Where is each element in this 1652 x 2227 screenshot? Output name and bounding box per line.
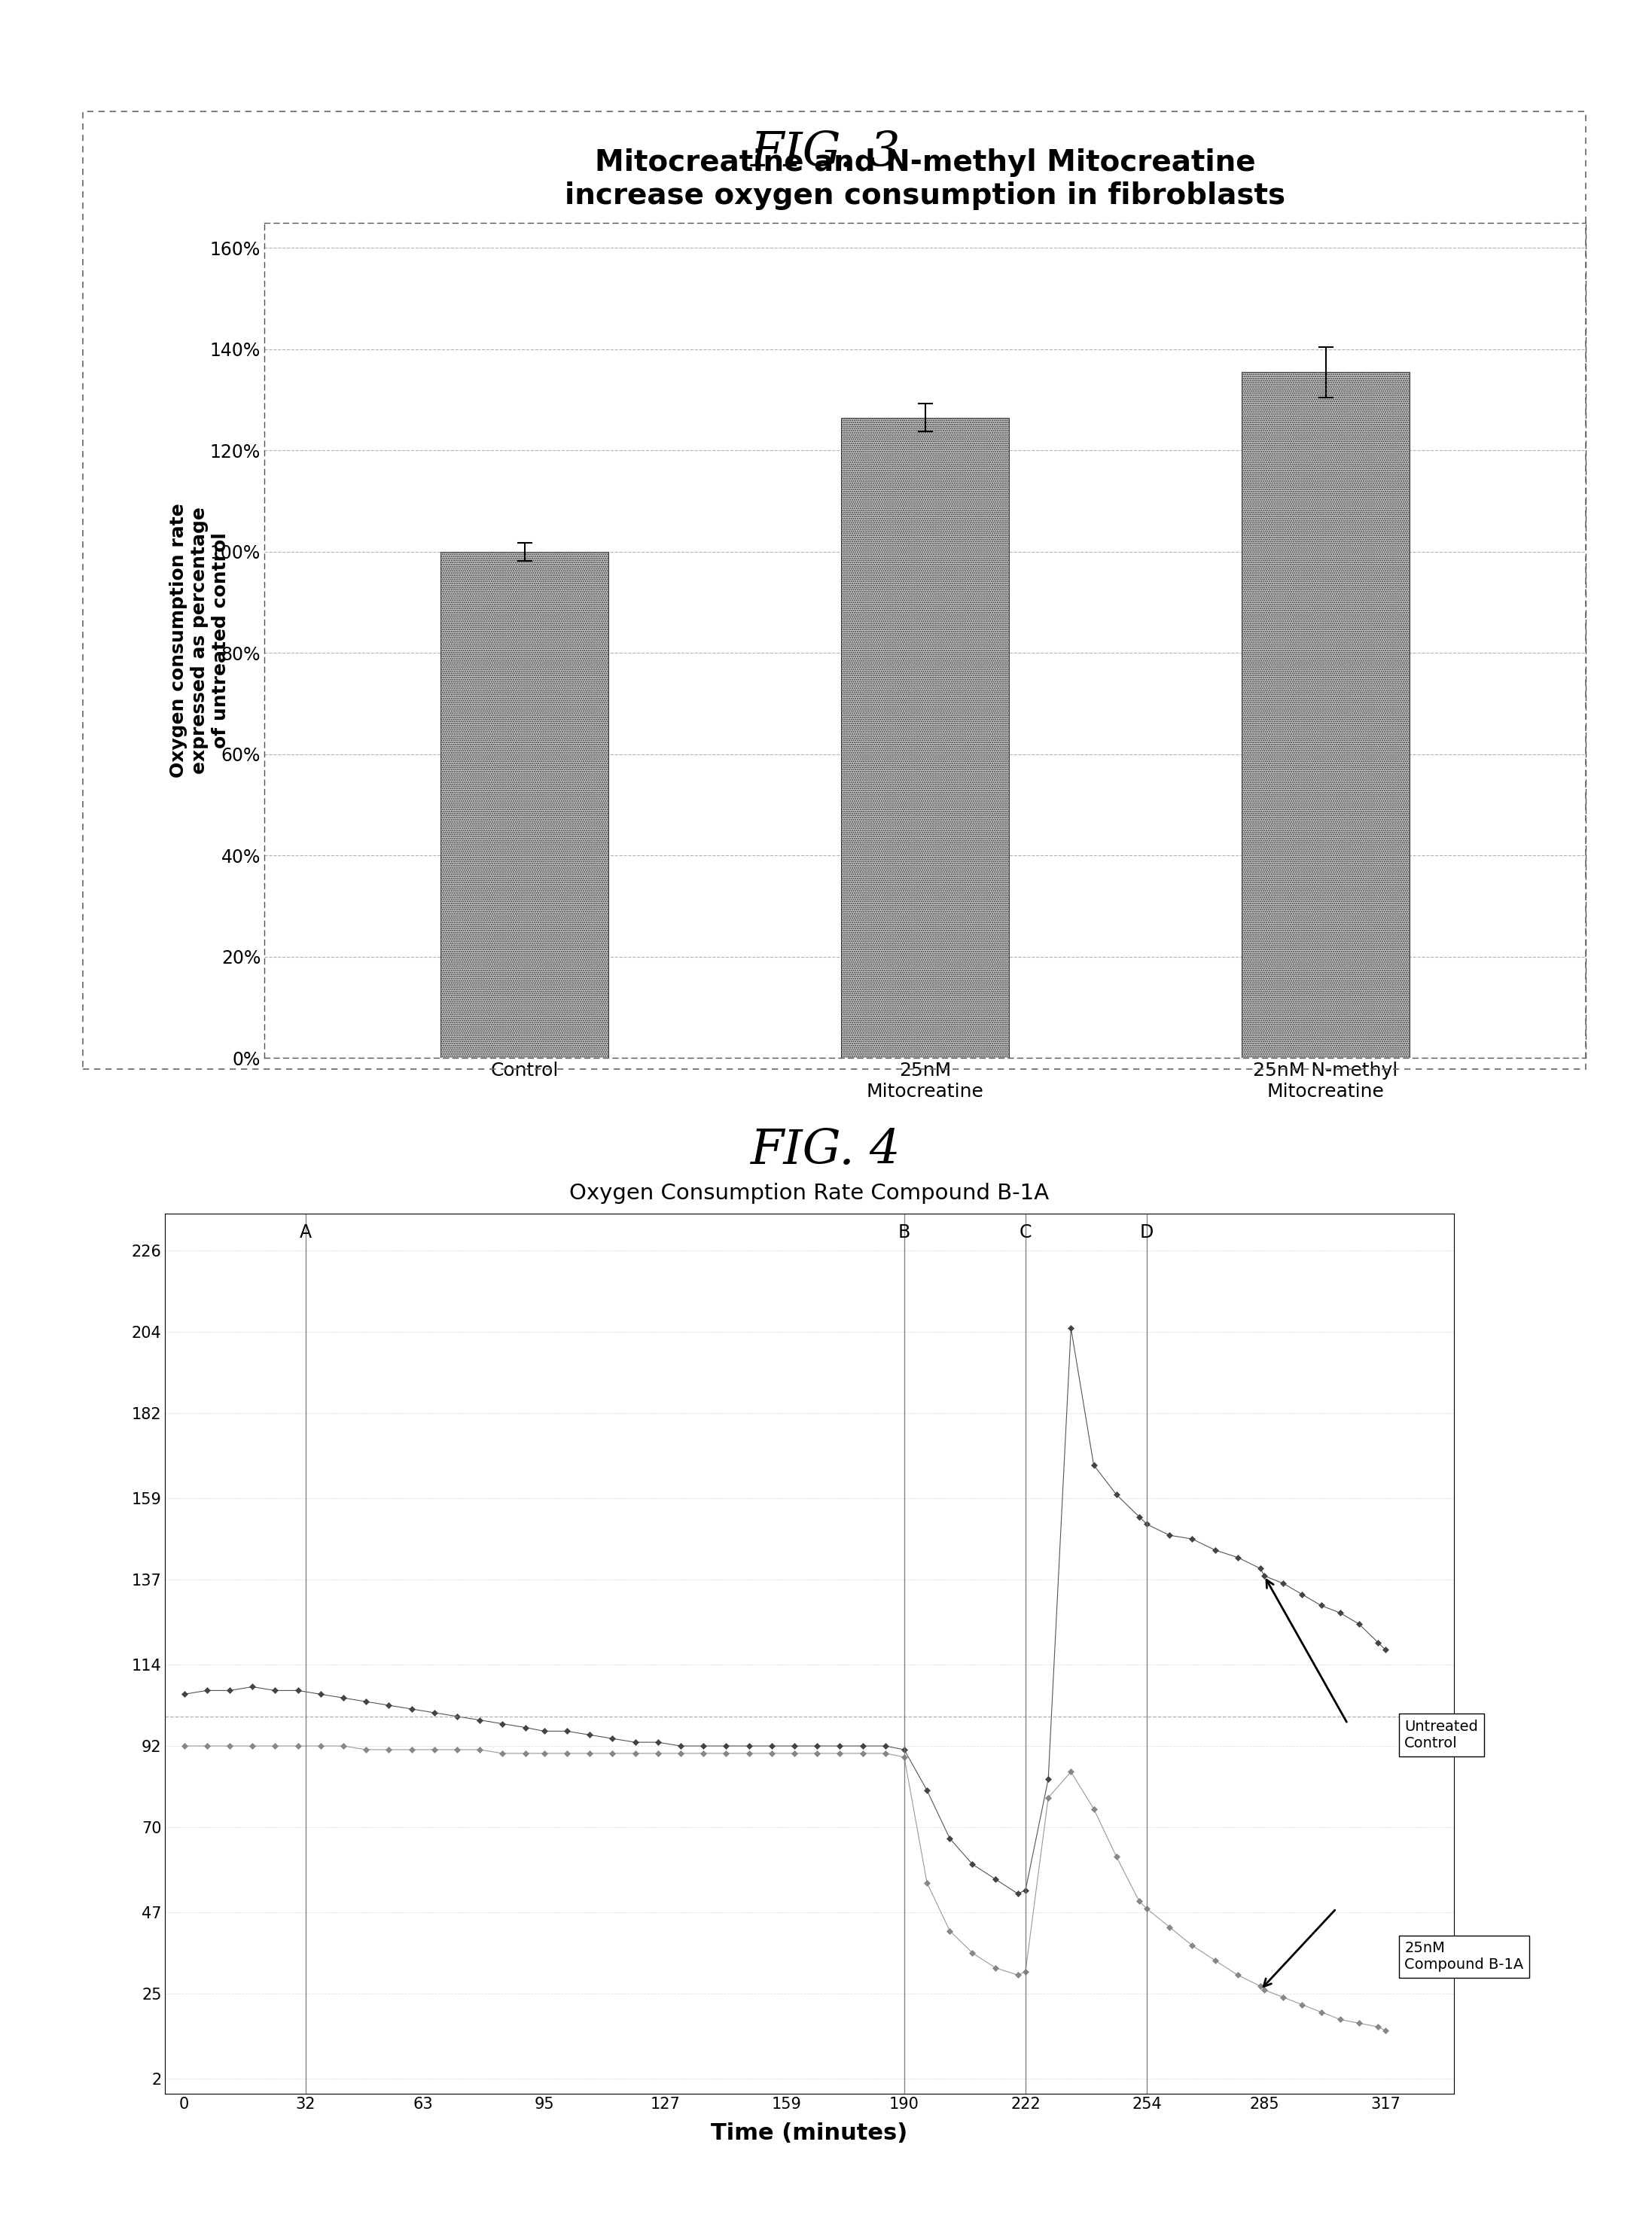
Text: D: D [1140, 1223, 1153, 1240]
Text: Untreated
Control: Untreated Control [1404, 1719, 1479, 1750]
Title: Mitocreatine and N-methyl Mitocreatine
increase oxygen consumption in fibroblast: Mitocreatine and N-methyl Mitocreatine i… [565, 149, 1285, 209]
Text: 25nM
Compound B-1A: 25nM Compound B-1A [1404, 1942, 1523, 1973]
Text: A: A [299, 1223, 312, 1240]
Bar [1242, 372, 1409, 1058]
Text: B: B [899, 1223, 910, 1240]
Text: C: C [1019, 1223, 1032, 1240]
Title: Oxygen Consumption Rate Compound B-1A: Oxygen Consumption Rate Compound B-1A [570, 1183, 1049, 1203]
Text: FIG. 3: FIG. 3 [752, 131, 900, 176]
Bar [841, 419, 1009, 1058]
Text: FIG. 4: FIG. 4 [752, 1127, 900, 1174]
X-axis label: Time (minutes): Time (minutes) [710, 2122, 909, 2145]
Bar [441, 552, 608, 1058]
Y-axis label: Oxygen consumption rate
expressed as percentage
of untreated control: Oxygen consumption rate expressed as per… [170, 503, 230, 777]
